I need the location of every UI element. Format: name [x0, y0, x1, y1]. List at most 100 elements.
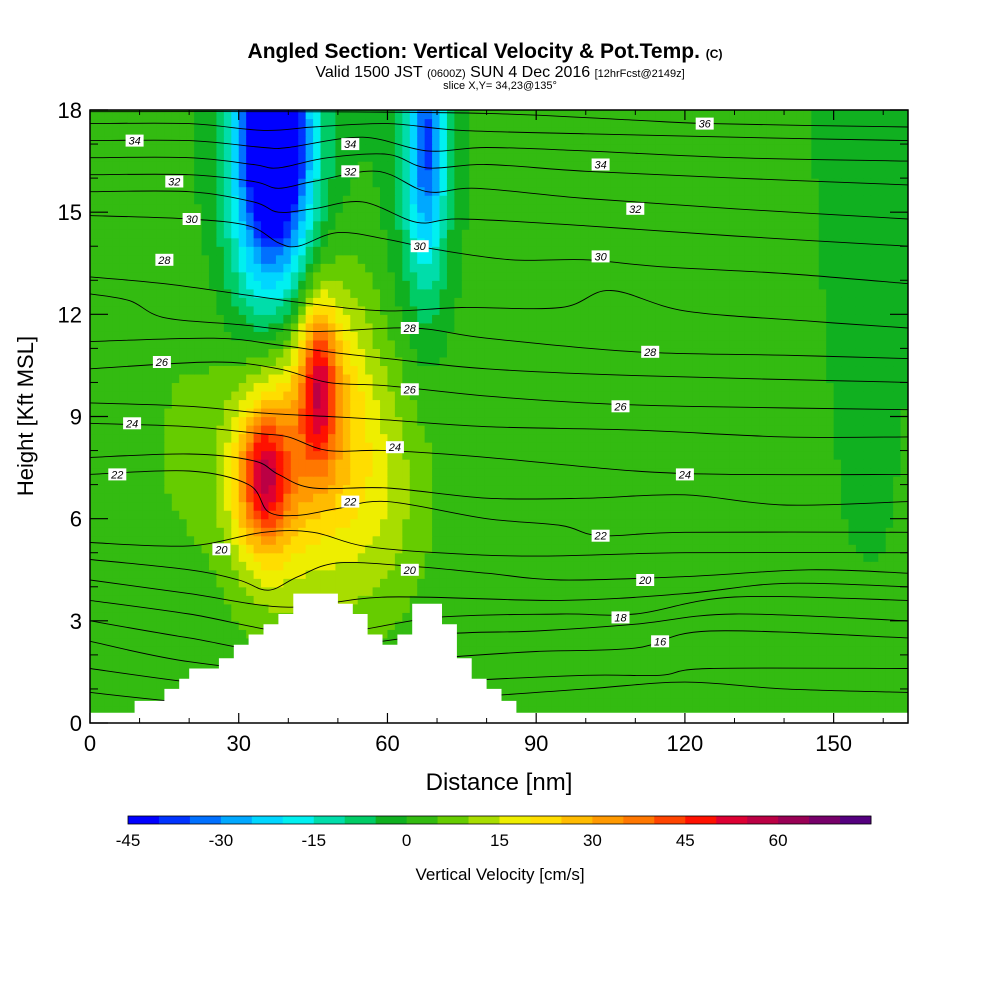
velocity-cell	[142, 620, 151, 630]
velocity-cell	[261, 442, 270, 452]
velocity-cell	[238, 637, 247, 647]
velocity-cell	[588, 450, 597, 460]
velocity-cell	[446, 518, 455, 528]
velocity-cell	[558, 450, 567, 460]
velocity-cell	[536, 390, 545, 401]
velocity-cell	[454, 595, 463, 605]
velocity-cell	[610, 561, 619, 571]
velocity-cell	[781, 442, 790, 452]
velocity-cell	[588, 365, 597, 375]
velocity-cell	[811, 459, 820, 469]
velocity-cell	[112, 637, 121, 647]
velocity-cell	[729, 629, 738, 639]
velocity-cell	[640, 425, 649, 435]
velocity-cell	[246, 407, 255, 418]
velocity-cell	[513, 425, 522, 435]
velocity-cell	[818, 578, 827, 588]
velocity-cell	[640, 697, 649, 707]
velocity-cell	[789, 569, 798, 579]
velocity-cell	[751, 552, 760, 562]
velocity-cell	[855, 373, 864, 384]
velocity-cell	[186, 654, 195, 664]
velocity-cell	[320, 561, 329, 571]
velocity-cell	[870, 501, 879, 511]
velocity-cell	[387, 629, 396, 639]
velocity-cell	[327, 348, 336, 358]
velocity-cell	[640, 629, 649, 639]
velocity-cell	[551, 442, 560, 452]
velocity-cell	[558, 365, 567, 375]
velocity-cell	[670, 629, 679, 639]
velocity-cell	[446, 399, 455, 409]
velocity-cell	[90, 671, 99, 682]
velocity-cell	[684, 552, 693, 562]
velocity-cell	[476, 373, 485, 384]
velocity-cell	[580, 510, 589, 520]
velocity-cell	[640, 705, 649, 716]
velocity-cell	[617, 680, 627, 690]
velocity-cell	[565, 527, 574, 537]
velocity-cell	[208, 552, 218, 562]
velocity-cell	[513, 637, 522, 647]
velocity-cell	[863, 348, 872, 358]
velocity-cell	[201, 620, 210, 630]
velocity-cell	[640, 390, 649, 401]
velocity-cell	[751, 484, 760, 494]
velocity-cell	[841, 450, 850, 460]
velocity-cell	[164, 450, 173, 460]
velocity-cell	[684, 688, 693, 699]
velocity-cell	[476, 552, 485, 562]
velocity-cell	[186, 637, 195, 647]
velocity-cell	[194, 416, 203, 426]
velocity-cell	[714, 416, 723, 426]
velocity-cell	[670, 467, 679, 477]
velocity-cell	[179, 416, 188, 426]
velocity-cell	[885, 510, 894, 520]
velocity-cell	[543, 510, 552, 520]
velocity-cell	[513, 561, 522, 571]
velocity-cell	[588, 680, 597, 690]
velocity-cell	[744, 688, 753, 699]
velocity-cell	[625, 663, 634, 673]
velocity-cell	[142, 578, 151, 588]
velocity-cell	[149, 373, 158, 384]
velocity-cell	[536, 629, 545, 639]
velocity-cell	[90, 646, 99, 656]
velocity-cell	[424, 450, 433, 460]
velocity-cell	[134, 578, 143, 588]
velocity-cell	[736, 433, 745, 443]
velocity-cell	[238, 348, 247, 358]
velocity-cell	[104, 501, 113, 511]
velocity-cell	[335, 407, 344, 418]
velocity-cell	[112, 450, 121, 460]
velocity-cell	[350, 476, 359, 486]
velocity-cell	[164, 339, 173, 349]
velocity-cell	[499, 612, 508, 622]
velocity-cell	[469, 578, 478, 588]
velocity-cell	[543, 365, 552, 375]
velocity-cell	[469, 561, 478, 571]
velocity-cell	[275, 561, 284, 571]
velocity-cell	[699, 484, 708, 494]
velocity-cell	[90, 561, 99, 571]
velocity-cell	[513, 416, 522, 426]
velocity-cell	[610, 680, 619, 690]
velocity-cell	[417, 578, 426, 588]
velocity-cell	[283, 510, 292, 520]
velocity-cell	[744, 365, 753, 375]
velocity-cell	[885, 407, 894, 418]
velocity-cell	[655, 382, 664, 392]
velocity-cell	[617, 459, 627, 469]
velocity-cell	[580, 373, 589, 384]
velocity-cell	[112, 501, 121, 511]
velocity-cell	[670, 459, 679, 469]
velocity-cell	[387, 450, 396, 460]
velocity-cell	[610, 620, 619, 630]
velocity-cell	[156, 535, 165, 545]
velocity-cell	[454, 433, 463, 443]
velocity-cell	[826, 510, 835, 520]
velocity-cell	[357, 552, 366, 562]
velocity-cell	[863, 493, 872, 503]
velocity-cell	[223, 629, 232, 639]
velocity-cell	[313, 407, 322, 418]
